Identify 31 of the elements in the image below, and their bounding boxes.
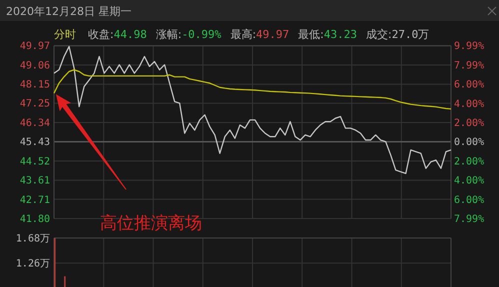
y2-tick-label: 4.00%	[454, 98, 484, 110]
y-tick-label: 45.43	[20, 137, 50, 148]
y-tick-label: 41.80	[20, 214, 50, 225]
y-tick-label: 46.34	[20, 118, 50, 129]
y-tick-label: 43.61	[20, 176, 50, 187]
y2-tick-label: 7.99%	[454, 60, 484, 72]
text: 最高:49.97	[230, 28, 290, 41]
text: 分时	[54, 28, 76, 41]
y-tick-label: 1.26万	[16, 258, 50, 270]
y2-tick-label: 4.00%	[454, 176, 484, 187]
y2-tick-label: 9.99%	[454, 41, 484, 52]
y-tick-label: 49.06	[20, 60, 50, 72]
y-tick-label: 49.97	[20, 41, 50, 52]
y-tick-label: 1.68万	[16, 234, 50, 244]
text: 收盘:44.98	[88, 28, 147, 41]
text: 成交:27.0万	[366, 28, 430, 41]
text: 涨幅:-0.99%	[156, 28, 222, 41]
annotation: 高位推演离场	[100, 214, 202, 234]
y2-tick-label: 2.00%	[454, 118, 484, 129]
text: 最低:43.23	[298, 28, 357, 41]
y-tick-label: 44.52	[20, 156, 50, 168]
y-tick-label: 47.25	[20, 98, 50, 110]
line-series	[53, 69, 452, 110]
y2-tick-label: 2.00%	[454, 156, 484, 168]
y2-tick-label: 0.00%	[454, 137, 484, 148]
y-tick-label: 48.15	[20, 80, 50, 91]
y2-tick-label: 6.00%	[454, 194, 484, 206]
y2-tick-label: 7.99%	[454, 214, 484, 225]
y-tick-label: 42.71	[20, 194, 50, 206]
y2-tick-label: 6.00%	[454, 80, 484, 91]
chart-title: 2020年12月28日 星期一	[6, 5, 132, 18]
